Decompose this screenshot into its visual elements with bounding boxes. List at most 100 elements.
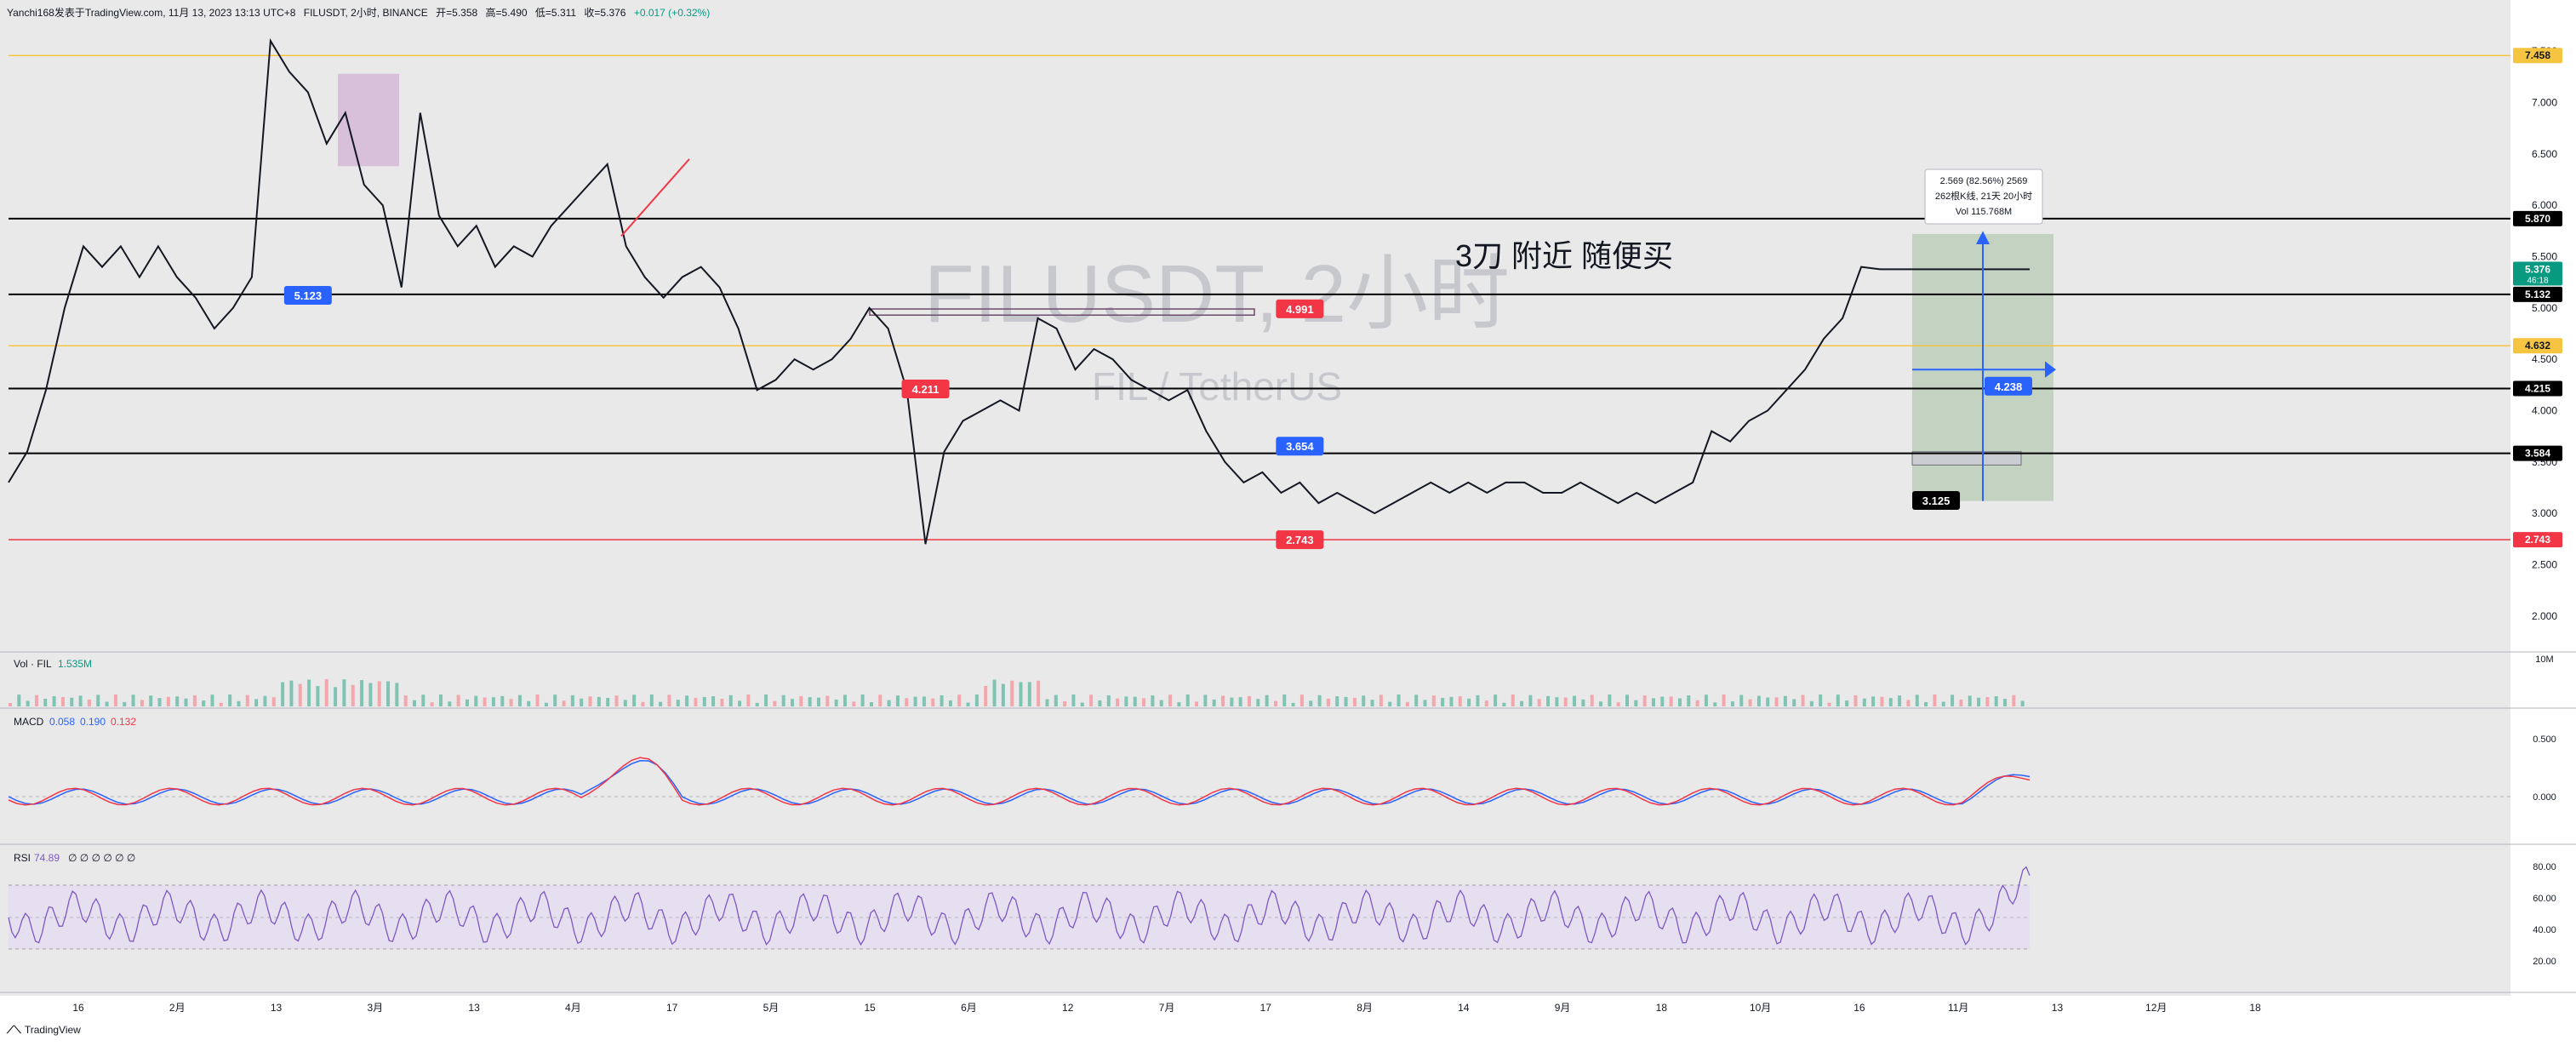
volume-bar	[606, 698, 610, 706]
volume-bar	[659, 701, 663, 706]
volume-bar	[842, 694, 847, 706]
volume-bar	[52, 696, 56, 706]
volume-bar	[78, 695, 83, 706]
volume-bar	[157, 698, 162, 706]
tradingview-logo[interactable]: ⟋⟍ TradingView	[7, 1024, 81, 1036]
price-tag-box	[283, 285, 332, 305]
volume-bar	[1379, 694, 1383, 706]
y-tick-label: 2.000	[2532, 610, 2557, 622]
volume-bar	[570, 694, 574, 706]
volume-bar	[1704, 694, 1708, 706]
price-tag-label: 2.743	[1286, 534, 1314, 546]
volume-bar	[1994, 696, 1998, 706]
x-tick-label: 18	[1656, 1002, 1668, 1014]
range-rect	[1911, 451, 2022, 466]
volume-bar	[632, 694, 637, 706]
rsi-pane-label: RSI	[14, 852, 31, 864]
volume-bar	[1915, 694, 1919, 706]
volume-bar	[1203, 694, 1208, 706]
volume-bar	[1941, 701, 1945, 706]
level-price-label: 2.743	[2525, 534, 2550, 546]
volume-bar	[1195, 701, 1199, 706]
y-tick-label: 2.500	[2532, 558, 2557, 570]
volume-bar	[860, 694, 865, 706]
symbol-label[interactable]: FILUSDT, 2小时, BINANCE	[303, 7, 428, 19]
volume-bar	[649, 694, 654, 706]
volume-bar	[1836, 694, 1840, 706]
macd-tick-label: 0.000	[2533, 792, 2556, 803]
level-price-tag	[2513, 286, 2562, 302]
measure-line-2: 262根K线, 21天 20小时	[1935, 190, 2032, 202]
volume-bar	[2012, 694, 2016, 706]
volume-bar	[113, 694, 117, 706]
volume-bar	[676, 700, 680, 706]
low-value: 低=5.311	[534, 7, 577, 19]
volume-bar	[210, 694, 214, 706]
volume-bar	[974, 694, 979, 706]
volume-bar	[869, 702, 873, 706]
volume-bar	[922, 696, 926, 706]
volume-bar	[421, 694, 426, 706]
chart-background	[0, 0, 2510, 996]
volume-bar	[184, 698, 188, 706]
x-tick-label: 3月	[367, 1002, 383, 1014]
level-price-tag	[2513, 445, 2562, 461]
volume-bar	[1230, 697, 1234, 706]
volume-bar	[1756, 695, 1761, 706]
volume-bar	[1431, 695, 1436, 706]
volume-bar	[1677, 698, 1682, 706]
level-price-tag	[2513, 338, 2562, 354]
volume-bar	[1441, 698, 1445, 706]
volume-bar	[509, 699, 513, 706]
volume-bar	[755, 702, 759, 706]
volume-bar	[1344, 696, 1348, 706]
published-text: Yanchi168发表于TradingView.com, 11月 13, 202…	[7, 7, 296, 19]
rsi-tick-label: 80.00	[2533, 862, 2556, 872]
volume-bar	[1045, 699, 1049, 706]
brand-text: TradingView	[24, 1024, 81, 1036]
volume-bar	[1282, 694, 1287, 706]
volume-bar	[1352, 697, 1357, 706]
volume-bar	[1951, 694, 1955, 706]
x-tick-label: 4月	[565, 1002, 581, 1014]
volume-bar	[746, 694, 751, 706]
volume-bar	[1906, 700, 1911, 706]
volume-bar	[219, 702, 223, 706]
volume-bar	[413, 700, 416, 706]
x-tick-label: 16	[72, 1002, 84, 1014]
volume-bar	[1528, 694, 1533, 706]
volume-bar	[1080, 702, 1084, 706]
volume-bar	[9, 703, 12, 706]
volume-bar	[614, 695, 619, 706]
volume-bar	[26, 700, 30, 706]
last-price-label: 5.376	[2525, 263, 2550, 275]
volume-bar	[694, 697, 698, 706]
volume-bar	[1651, 698, 1655, 706]
volume-bar	[1423, 700, 1427, 706]
volume-bar	[17, 694, 21, 706]
y-tick-label: 6.000	[2532, 199, 2557, 211]
volume-bar	[623, 700, 627, 706]
volume-bar	[799, 695, 803, 706]
volume-bar	[166, 696, 170, 706]
volume-bar	[456, 694, 460, 706]
volume-bar	[852, 701, 856, 706]
volume-bar	[1265, 694, 1269, 706]
level-price-label: 5.132	[2525, 289, 2550, 300]
level-price-label: 4.632	[2525, 340, 2550, 352]
volume-bar	[237, 700, 241, 706]
y-tick-label: 4.500	[2532, 353, 2557, 365]
volume-bar	[1212, 699, 1216, 706]
volume-bar	[1484, 700, 1488, 706]
high-value: 高=5.490	[485, 7, 528, 19]
measure-line-1: 2.569 (82.56%) 2569	[1940, 176, 2028, 186]
volume-bar	[500, 695, 505, 706]
volume-bar	[1054, 694, 1058, 706]
macd-line	[8, 760, 2031, 805]
volume-bar	[544, 702, 548, 706]
level-price-tag	[2513, 48, 2562, 64]
volume-bar	[87, 700, 91, 706]
volume-bar	[1027, 682, 1031, 706]
x-tick-label: 9月	[1555, 1002, 1571, 1014]
